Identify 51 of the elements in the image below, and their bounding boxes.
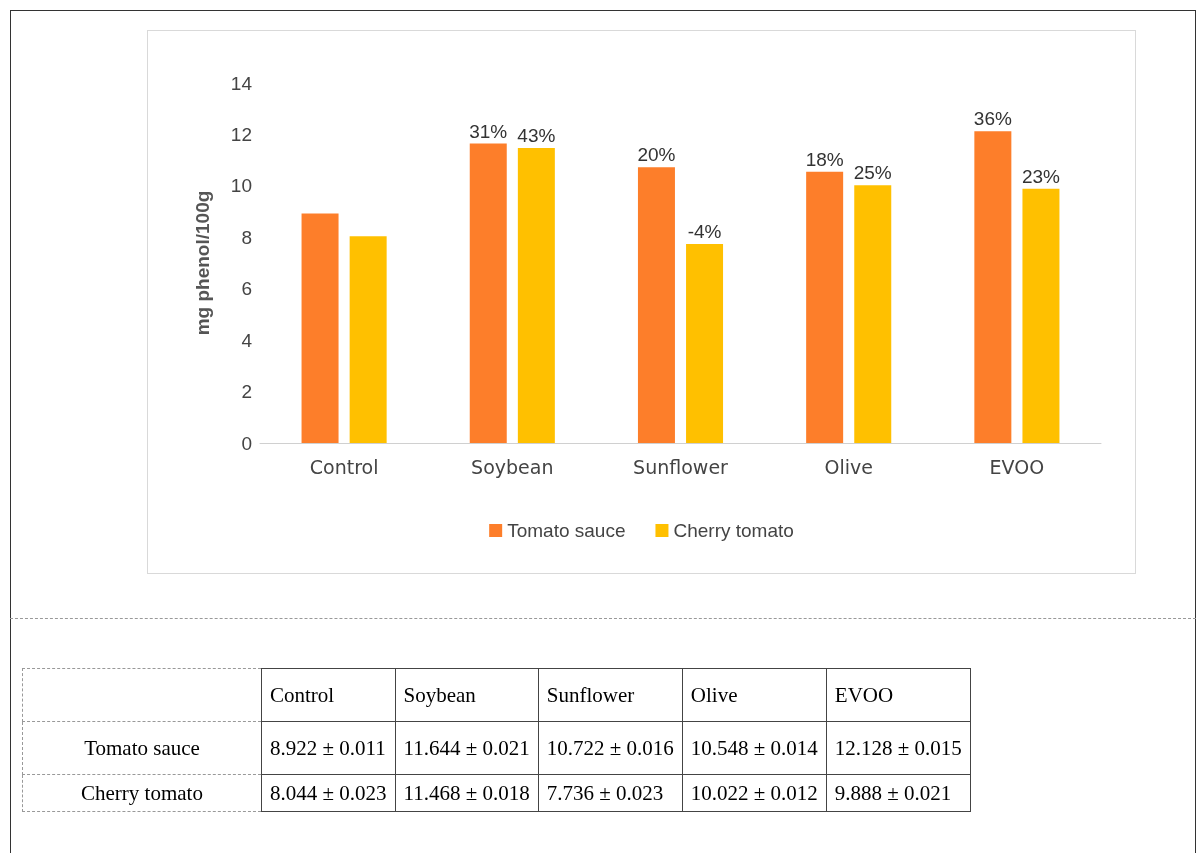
x-tick-label: EVOO [989,455,1045,478]
y-tick-label: 2 [241,381,252,403]
bar [469,143,507,443]
text: 8.922 ± 0.011 [261,721,396,775]
x-tick-label: Sunflower [633,455,729,478]
annotation: 31% [469,120,508,142]
annotation: 23% [1021,165,1061,187]
bar [806,171,844,443]
legend-label: Cherry tomato [673,520,794,541]
y-tick-label: 10 [230,175,252,197]
category-label: EVOO [834,682,894,707]
bar [301,213,339,443]
annotation: -4% [687,221,722,243]
text: Cherry tomato [81,780,203,805]
annotation: 25% [853,162,892,184]
legend-label: Tomato sauce [507,520,626,541]
text: 10.548 ± 0.014 [682,721,827,775]
y-axis-title: mg phenol/100g [192,190,213,336]
x-tick-label: Control [309,455,379,478]
y-tick-label: 0 [241,432,252,454]
y-tick-label: 8 [241,226,252,248]
text: 8.044 ± 0.023 [261,774,396,812]
annotation: 36% [973,108,1012,130]
bar [349,236,387,443]
category-label: Soybean [403,682,476,707]
category-label: Sunflower [546,682,635,707]
text: 9.888 ± 0.021 [826,774,971,812]
bar [517,148,555,443]
bar [1022,188,1060,443]
annotation: 18% [805,148,844,170]
text: Tomato sauce [84,735,200,760]
text: 10.722 ± 0.016 [538,721,683,775]
annotation: 43% [517,125,556,147]
bar [637,167,675,443]
y-tick-label: 14 [230,72,253,94]
text: 10.022 ± 0.012 [682,774,827,812]
bar [854,185,892,443]
text: 12.128 ± 0.015 [826,721,971,775]
y-tick-label: 12 [230,123,252,145]
text: 11.644 ± 0.021 [395,721,539,775]
annotation: 20% [637,144,676,166]
bar [686,244,724,443]
category-label: Olive [690,682,738,707]
x-tick-label: Olive [824,455,873,478]
category-label: Control [270,682,335,707]
y-tick-label: 6 [241,278,252,300]
text: 11.468 ± 0.018 [395,774,539,812]
bar [974,131,1012,443]
text: 7.736 ± 0.023 [538,774,683,812]
x-tick-label: Soybean [471,455,554,478]
y-tick-label: 4 [241,329,253,351]
